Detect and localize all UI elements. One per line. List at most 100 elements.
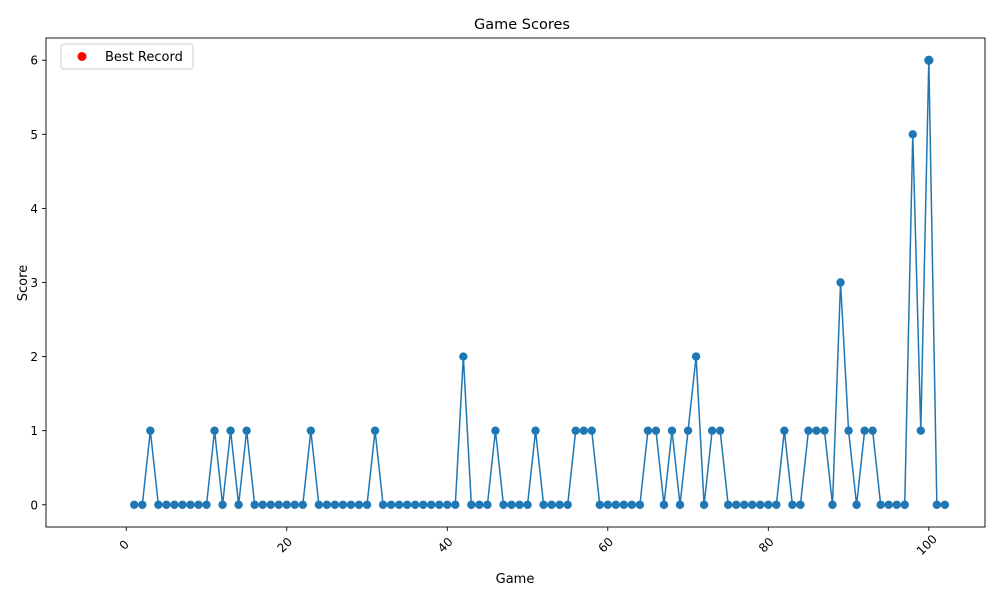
data-point-game-46 (491, 426, 500, 435)
x-tick-label: 20 (274, 535, 295, 556)
data-point-game-69 (675, 500, 685, 509)
legend-label-best-record: Best Record (105, 50, 183, 65)
data-point-game-23 (306, 426, 316, 435)
data-point-game-53 (547, 500, 556, 509)
data-point-game-74 (715, 426, 725, 435)
data-point-game-99 (916, 426, 925, 435)
data-point-game-61 (611, 500, 621, 509)
data-point-game-3 (146, 426, 155, 435)
data-point-game-31 (370, 426, 380, 435)
data-point-game-72 (699, 500, 709, 509)
data-point-game-18 (266, 500, 275, 509)
data-point-game-86 (812, 426, 821, 435)
data-point-game-16 (250, 500, 259, 509)
data-point-game-29 (354, 500, 364, 509)
data-point-game-51 (531, 426, 540, 435)
data-point-game-48 (507, 500, 516, 509)
data-point-game-101 (932, 500, 942, 509)
data-point-game-88 (828, 500, 837, 509)
data-point-game-55 (563, 500, 572, 509)
data-point-game-96 (892, 500, 901, 509)
data-point-game-93 (868, 426, 877, 435)
data-point-game-52 (539, 500, 548, 509)
y-tick-label: 2 (30, 350, 38, 364)
data-point-game-25 (322, 500, 332, 509)
x-tick-label: 40 (435, 535, 456, 556)
data-point-game-14 (234, 500, 243, 509)
data-point-game-19 (274, 500, 283, 509)
data-point-game-98 (908, 130, 917, 139)
data-point-game-13 (226, 426, 235, 435)
x-tick-label: 0 (117, 537, 132, 552)
data-point-game-9 (194, 500, 203, 509)
data-point-game-34 (394, 500, 404, 509)
data-point-game-11 (210, 426, 219, 435)
data-point-game-40 (443, 500, 452, 509)
data-point-game-102 (940, 500, 950, 509)
data-point-game-87 (820, 426, 829, 435)
data-point-game-79 (756, 500, 765, 509)
data-point-game-42 (459, 352, 468, 361)
data-point-game-35 (402, 500, 412, 509)
data-point-game-21 (290, 500, 299, 509)
data-point-game-70 (683, 426, 693, 435)
data-point-game-71 (691, 352, 701, 361)
data-point-game-82 (780, 426, 789, 435)
x-axis: 0 20 40 60 80 100 (117, 527, 940, 558)
data-point-game-83 (788, 500, 797, 509)
data-point-game-2 (138, 500, 147, 509)
data-point-game-7 (178, 500, 187, 509)
data-point-game-92 (860, 426, 869, 435)
data-point-game-45 (483, 500, 492, 509)
legend-box (60, 43, 194, 70)
data-point-game-33 (386, 500, 396, 509)
data-point-game-26 (330, 500, 340, 509)
data-point-game-5 (162, 500, 171, 509)
data-point-game-10 (202, 500, 211, 509)
data-point-game-38 (427, 500, 436, 509)
data-point-game-17 (258, 500, 267, 509)
data-point-game-28 (346, 500, 356, 509)
data-point-game-95 (884, 500, 893, 509)
data-point-game-60 (603, 500, 612, 509)
data-point-game-75 (723, 500, 733, 509)
data-point-game-80 (764, 500, 773, 509)
data-point-game-90 (844, 426, 853, 435)
y-tick-label: 0 (30, 498, 38, 512)
data-point-game-57 (579, 426, 588, 435)
data-point-game-67 (659, 500, 669, 509)
data-point-game-15 (242, 426, 251, 435)
x-tick-label: 60 (595, 535, 616, 556)
data-point-game-6 (170, 500, 179, 509)
x-tick-label: 80 (756, 535, 777, 556)
data-point-game-50 (523, 500, 532, 509)
data-point-game-59 (595, 500, 604, 509)
data-point-game-1 (130, 500, 139, 509)
data-point-game-39 (435, 500, 444, 509)
data-point-game-73 (707, 426, 717, 435)
y-tick-label: 1 (30, 424, 38, 438)
data-point-game-63 (627, 500, 637, 509)
data-point-game-62 (619, 500, 629, 509)
y-tick-label: 4 (30, 202, 38, 216)
data-point-game-81 (772, 500, 781, 509)
y-tick-label: 6 (30, 54, 38, 68)
data-point-game-78 (748, 500, 757, 509)
best-record-point (924, 55, 934, 65)
y-tick-label: 3 (30, 276, 38, 290)
data-point-game-66 (651, 426, 661, 435)
data-point-game-76 (732, 500, 741, 509)
y-axis-label: Score (16, 265, 31, 301)
data-point-game-54 (555, 500, 564, 509)
data-point-game-20 (282, 500, 291, 509)
data-point-game-77 (740, 500, 749, 509)
data-point-game-68 (667, 426, 677, 435)
data-point-game-64 (635, 500, 645, 509)
data-point-game-22 (298, 500, 308, 509)
data-point-game-94 (876, 500, 885, 509)
data-point-game-24 (314, 500, 324, 509)
x-axis-label: Game (496, 572, 535, 587)
data-point-game-58 (587, 426, 596, 435)
